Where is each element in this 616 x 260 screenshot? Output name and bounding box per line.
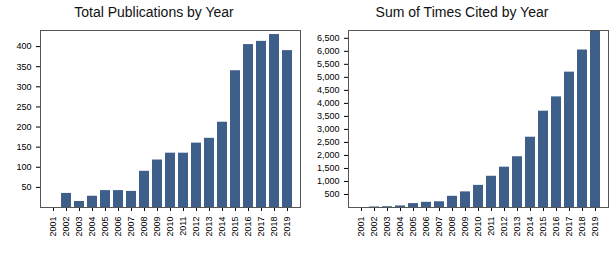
svg-text:2002: 2002 [61, 217, 71, 237]
svg-text:3,500: 3,500 [317, 111, 340, 121]
svg-text:2016: 2016 [551, 217, 561, 237]
svg-text:1,500: 1,500 [317, 163, 340, 173]
svg-text:2005: 2005 [408, 217, 418, 237]
svg-text:2008: 2008 [447, 217, 457, 237]
svg-text:2002: 2002 [369, 217, 379, 237]
svg-text:2014: 2014 [217, 217, 227, 237]
svg-text:5,500: 5,500 [317, 59, 340, 69]
svg-text:2017: 2017 [564, 217, 574, 237]
svg-text:2001: 2001 [48, 217, 58, 237]
svg-text:150: 150 [16, 142, 31, 152]
html-text:Sum of Times Cited by Year: Sum of Times Cited by Year [375, 4, 549, 20]
svg-text:2018: 2018 [269, 217, 279, 237]
svg-text:50: 50 [21, 182, 31, 192]
svg-text:2005: 2005 [100, 217, 110, 237]
svg-text:2019: 2019 [590, 217, 600, 237]
svg-text:2012: 2012 [499, 217, 509, 237]
svg-text:2018: 2018 [577, 217, 587, 237]
svg-text:2006: 2006 [113, 217, 123, 237]
svg-text:2013: 2013 [204, 217, 214, 237]
svg-text:6,000: 6,000 [317, 46, 340, 56]
svg-text:2012: 2012 [191, 217, 201, 237]
svg-text:2008: 2008 [139, 217, 149, 237]
svg-text:2016: 2016 [243, 217, 253, 237]
svg-text:2007: 2007 [434, 217, 444, 237]
svg-text:200: 200 [16, 122, 31, 132]
svg-text:100: 100 [16, 162, 31, 172]
svg-text:500: 500 [324, 189, 339, 199]
svg-text:5,000: 5,000 [317, 72, 340, 82]
svg-text:2003: 2003 [74, 217, 84, 237]
svg-text:2004: 2004 [87, 217, 97, 237]
svg-text:2013: 2013 [512, 217, 522, 237]
svg-text:3,000: 3,000 [317, 124, 340, 134]
svg-text:4,000: 4,000 [317, 98, 340, 108]
svg-text:6,500: 6,500 [317, 33, 340, 43]
svg-text:2015: 2015 [230, 217, 240, 237]
html-text:Total Publications by Year: Total Publications by Year [74, 4, 234, 20]
svg-text:2017: 2017 [256, 217, 266, 237]
svg-text:2011: 2011 [178, 217, 188, 236]
svg-text:300: 300 [16, 82, 31, 92]
svg-text:2009: 2009 [460, 217, 470, 237]
svg-text:2010: 2010 [473, 217, 483, 237]
svg-text:4,500: 4,500 [317, 85, 340, 95]
svg-text:2006: 2006 [421, 217, 431, 237]
svg-text:350: 350 [16, 62, 31, 72]
svg-text:2001: 2001 [356, 217, 366, 237]
svg-text:2019: 2019 [282, 217, 292, 237]
svg-text:250: 250 [16, 102, 31, 112]
svg-text:2003: 2003 [382, 217, 392, 237]
svg-text:2004: 2004 [395, 217, 405, 237]
svg-text:2015: 2015 [538, 217, 548, 237]
svg-text:2014: 2014 [525, 217, 535, 237]
svg-text:1,000: 1,000 [317, 176, 340, 186]
svg-text:2,000: 2,000 [317, 150, 340, 160]
svg-text:2007: 2007 [126, 217, 136, 237]
svg-text:2009: 2009 [152, 217, 162, 237]
svg-text:2011: 2011 [486, 217, 496, 236]
svg-text:400: 400 [16, 41, 31, 51]
svg-text:2010: 2010 [165, 217, 175, 237]
svg-text:2,500: 2,500 [317, 137, 340, 147]
